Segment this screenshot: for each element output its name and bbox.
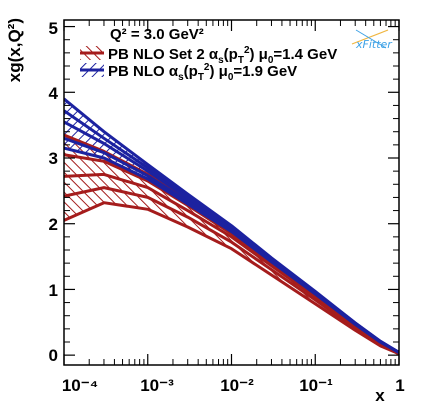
axis-ticks <box>63 20 400 365</box>
y-axis-title: xg(x,Q²) <box>5 18 24 82</box>
chart-title: Q² = 3.0 GeV² <box>110 26 204 43</box>
y-tick-label: 0 <box>49 346 58 365</box>
xfitter-logo: xFitter <box>351 29 393 51</box>
y-tick-label: 1 <box>49 281 58 300</box>
y-tick-label: 5 <box>49 19 58 38</box>
y-tick-label: 3 <box>49 149 58 168</box>
x-tick-label: 1 <box>395 376 404 395</box>
x-tick-label: 10⁻³ <box>140 376 174 395</box>
x-axis-title: x <box>375 386 385 405</box>
legend-label-pbnlo: PB NLO αs(pT2) μ0=1.9 GeV <box>108 62 297 83</box>
xfitter-logo-text: xFitter <box>355 38 393 51</box>
y-tick-label: 2 <box>49 215 58 234</box>
curve-series-0-4 <box>64 201 399 356</box>
legend: PB NLO Set 2 αs(pT2) μ0=1.4 GeV PB NLO α… <box>80 45 337 83</box>
x-tick-label: 10⁻⁴ <box>62 376 98 395</box>
x-tick-label: 10⁻² <box>220 376 254 395</box>
legend-label-set2: PB NLO Set 2 αs(pT2) μ0=1.4 GeV <box>108 45 337 66</box>
y-tick-label: 4 <box>49 84 59 103</box>
pdf-curves <box>64 97 399 356</box>
curve-series-1-4 <box>64 146 399 354</box>
curve-series-0-3 <box>64 186 399 356</box>
x-tick-label: 10⁻¹ <box>299 376 333 395</box>
